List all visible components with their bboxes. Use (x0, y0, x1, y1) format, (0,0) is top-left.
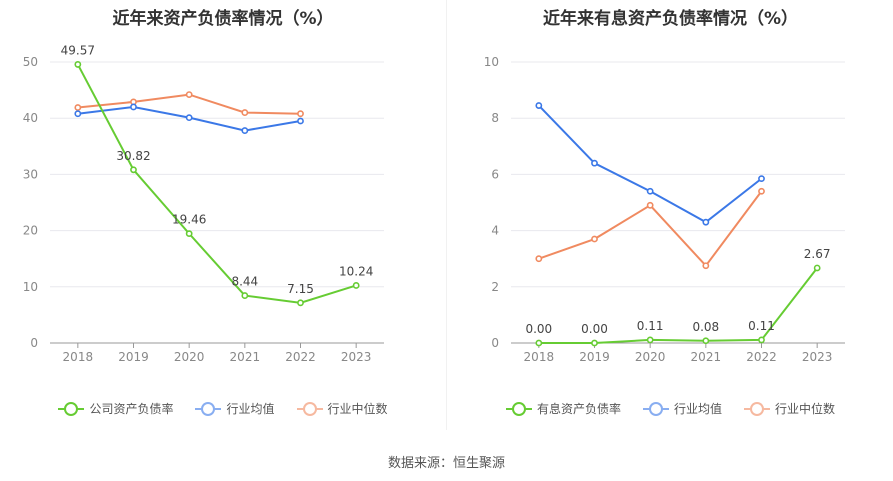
x-tick-label: 2023 (341, 350, 372, 364)
legend-label: 公司资产负债率 (89, 402, 174, 416)
data-source: 数据来源：恒生聚源 (387, 456, 505, 471)
y-tick-label: 30 (23, 167, 38, 181)
x-tick-label: 2018 (524, 350, 555, 364)
data-label: 0.00 (525, 322, 552, 336)
x-tick-label: 2019 (579, 350, 610, 364)
legend-item[interactable]: 有息资产负债率 (505, 400, 621, 417)
data-point (74, 104, 82, 111)
x-tick-label: 2022 (285, 350, 316, 364)
legend-label: 行业均值 (226, 402, 275, 416)
y-tick-label: 2 (491, 280, 499, 294)
data-label: 8.44 (231, 275, 258, 289)
x-tick-label: 2021 (691, 350, 722, 364)
legend-item[interactable]: 行业中位数 (744, 400, 835, 417)
data-point (241, 127, 249, 134)
panel-divider (446, 0, 447, 430)
data-label: 2.67 (804, 247, 831, 261)
y-tick-label: 0 (491, 336, 499, 350)
data-point (241, 292, 249, 299)
chart-legend: 公司资产负债率 行业均值 行业中位数 (0, 400, 446, 417)
legend-marker (296, 401, 323, 416)
chart-title: 近年来资产负债率情况（%） (112, 9, 334, 29)
data-point (74, 110, 82, 118)
legend-marker (505, 401, 532, 416)
x-tick-label: 2018 (63, 350, 94, 364)
legend-label: 有息资产负债率 (536, 402, 621, 416)
legend-marker (642, 401, 669, 416)
chart-plot: 0 10 20 30 40 50 2018 2019 2020 2021 2022 2023 49.57… (23, 43, 384, 364)
data-point (702, 262, 710, 270)
data-point (702, 337, 710, 345)
data-point (185, 114, 193, 122)
y-tick-label: 6 (491, 167, 499, 181)
data-point (74, 61, 82, 68)
chart-legend: 有息资产负债率 行业均值 行业中位数 (448, 400, 893, 417)
legend-label: 行业中位数 (327, 402, 388, 416)
data-label: 0.11 (748, 319, 775, 333)
y-tick-label: 10 (23, 280, 38, 294)
chart-debt-ratio: 近年来资产负债率情况（%） 0 10 20 30 40 50 2018 2019 2020 202… (0, 0, 446, 430)
data-point (758, 175, 765, 183)
series-line (538, 267, 818, 344)
data-point (535, 102, 543, 109)
x-tick-label: 2022 (746, 350, 777, 364)
x-tick-label: 2021 (230, 350, 261, 364)
data-point (535, 255, 543, 263)
data-point (646, 187, 654, 195)
data-label: 0.11 (637, 319, 664, 333)
x-tick-label: 2020 (174, 350, 205, 364)
data-label: 10.24 (339, 264, 373, 278)
data-point (591, 339, 598, 347)
data-point (241, 109, 249, 116)
y-tick-label: 10 (484, 55, 499, 69)
legend-item[interactable]: 行业均值 (195, 400, 275, 417)
data-point (185, 91, 193, 98)
chart-interest-debt-ratio: 近年来有息资产负债率情况（%） 0 2 4 6 8 10 2018 2019 2020 2021 2… (448, 0, 893, 430)
chart-plot: 0 2 4 6 8 10 2018 2019 2020 2021 2022 2023 0.00 0.00 0… (484, 55, 845, 364)
y-tick-label: 4 (491, 224, 499, 238)
data-point (702, 218, 710, 226)
y-tick-label: 0 (30, 336, 38, 350)
data-label: 19.46 (172, 213, 206, 227)
data-point (758, 336, 765, 344)
data-point (646, 336, 654, 344)
data-point (591, 235, 598, 243)
y-tick-label: 50 (23, 55, 38, 69)
data-label: 30.82 (116, 149, 150, 163)
data-label: 0.00 (581, 322, 608, 336)
legend-label: 行业均值 (673, 402, 722, 416)
legend-marker (58, 401, 85, 416)
data-point (297, 117, 304, 125)
data-label: 49.57 (61, 43, 95, 57)
data-point (352, 282, 360, 289)
legend-item[interactable]: 公司资产负债率 (58, 400, 173, 417)
y-tick-label: 8 (491, 111, 499, 125)
data-point (185, 230, 193, 238)
legend-item[interactable]: 行业均值 (642, 400, 722, 417)
legend-marker (195, 401, 222, 416)
data-point (297, 110, 304, 118)
data-point (130, 166, 137, 174)
data-label: 0.08 (692, 320, 719, 334)
data-point (591, 159, 598, 167)
x-tick-label: 2020 (635, 350, 666, 364)
data-point (646, 201, 654, 209)
y-tick-label: 20 (23, 224, 38, 238)
legend-marker (744, 401, 770, 416)
data-point (130, 103, 137, 111)
data-point (813, 264, 821, 272)
legend-item[interactable]: 行业中位数 (296, 400, 388, 417)
data-point (535, 339, 543, 347)
y-tick-label: 40 (23, 111, 38, 125)
chart-title: 近年来有息资产负债率情况（%） (542, 9, 799, 29)
legend-label: 行业中位数 (775, 402, 836, 416)
data-point (758, 187, 765, 195)
x-tick-label: 2019 (118, 350, 149, 364)
series-line (76, 63, 357, 304)
x-tick-label: 2023 (802, 350, 833, 364)
data-label: 7.15 (287, 282, 314, 296)
data-point (297, 299, 304, 307)
